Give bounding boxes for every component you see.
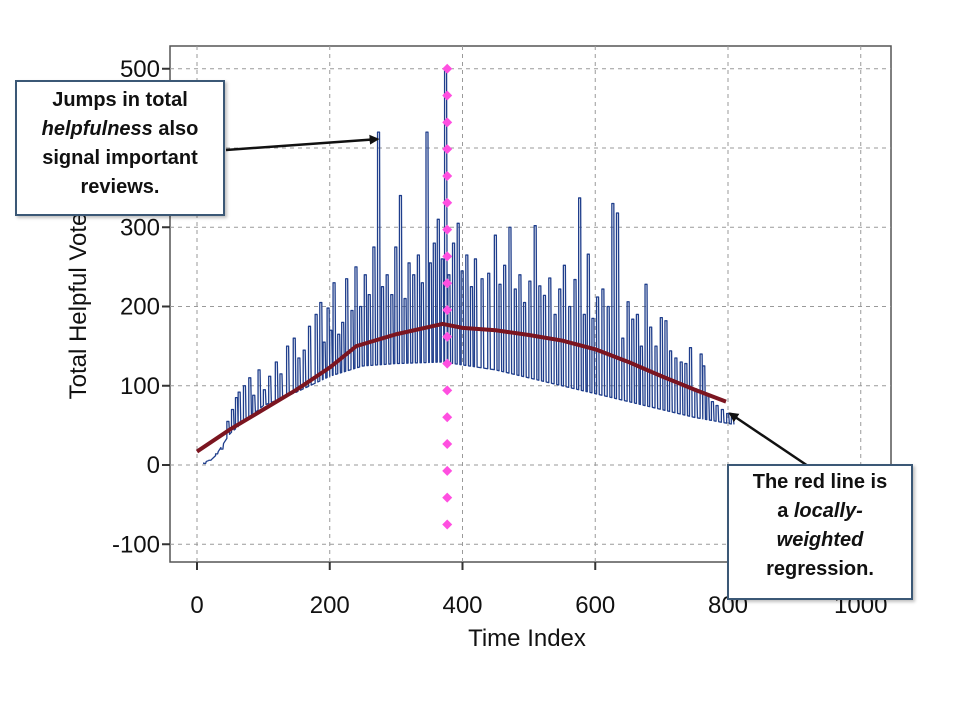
series-loess: [195, 321, 727, 454]
callout-line: helpfulness also: [17, 115, 223, 144]
series-layer: [202, 68, 735, 465]
marker-diamond: [442, 358, 453, 369]
loess-layer: [195, 321, 727, 454]
callout-arrow-right: [728, 412, 809, 468]
marker-diamond: [442, 385, 453, 396]
x-tick-label: 0: [190, 592, 203, 619]
callout-text: reviews.: [80, 176, 160, 198]
marker-diamond: [442, 278, 453, 289]
y-tick-label: 500: [120, 56, 160, 83]
callout-text: Jumps in total: [52, 89, 188, 111]
marker-diamond: [442, 197, 453, 208]
x-tick-label: 400: [442, 592, 482, 619]
y-axis-title: Total Helpful Votes: [65, 201, 92, 400]
marker-diamond: [442, 117, 453, 128]
callout-text: also: [152, 118, 199, 140]
y-tick-label: -100: [112, 531, 160, 558]
marker-diamond: [442, 439, 453, 450]
marker-diamond: [442, 63, 453, 74]
x-axis-title: Time Index: [468, 625, 586, 652]
callout-text: a: [777, 500, 794, 522]
callout-line: reviews.: [17, 173, 223, 202]
callout-red-line: The red line is a locally-weighted regress…: [727, 464, 913, 600]
marker-diamond: [442, 465, 453, 476]
marker-diamond: [442, 144, 453, 155]
x-tick-label: 200: [310, 592, 350, 619]
marker-diamond: [442, 331, 453, 342]
marker-diamond: [442, 251, 453, 262]
callout-text: regression.: [766, 558, 874, 580]
callout-line: Jumps in total: [17, 86, 223, 115]
marker-diamond: [442, 304, 453, 315]
y-tick-label: 300: [120, 214, 160, 241]
callout-text: The red line is: [752, 471, 888, 493]
x-tick-label: 600: [575, 592, 615, 619]
marker-diamond: [442, 412, 453, 423]
arrow-layer: [225, 134, 809, 468]
marker-diamond: [442, 519, 453, 530]
y-tick-label: 100: [120, 373, 160, 400]
marker-diamond: [442, 170, 453, 181]
callout-text-italic: helpfulness: [41, 118, 153, 140]
callout-helpfulness: Jumps in total helpfulness also signal imp…: [15, 80, 225, 216]
marker-diamond: [442, 90, 453, 101]
marker-diamond: [442, 224, 453, 235]
callout-line: The red line is: [729, 468, 911, 497]
callout-line: regression.: [729, 555, 911, 584]
callout-text-italic: weighted: [776, 529, 864, 551]
marker-diamond: [442, 492, 453, 503]
callout-text: signal important: [42, 147, 198, 169]
callout-line: weighted: [729, 526, 911, 555]
marker-layer: [442, 63, 453, 530]
callout-arrow-left: [225, 134, 380, 152]
series-raw-votes: [202, 68, 735, 465]
y-tick-label: 200: [120, 294, 160, 321]
callout-line: a locally-: [729, 497, 911, 526]
callout-text-italic: locally-: [793, 500, 863, 522]
callout-line: signal important: [17, 144, 223, 173]
y-tick-label: 0: [147, 452, 160, 479]
